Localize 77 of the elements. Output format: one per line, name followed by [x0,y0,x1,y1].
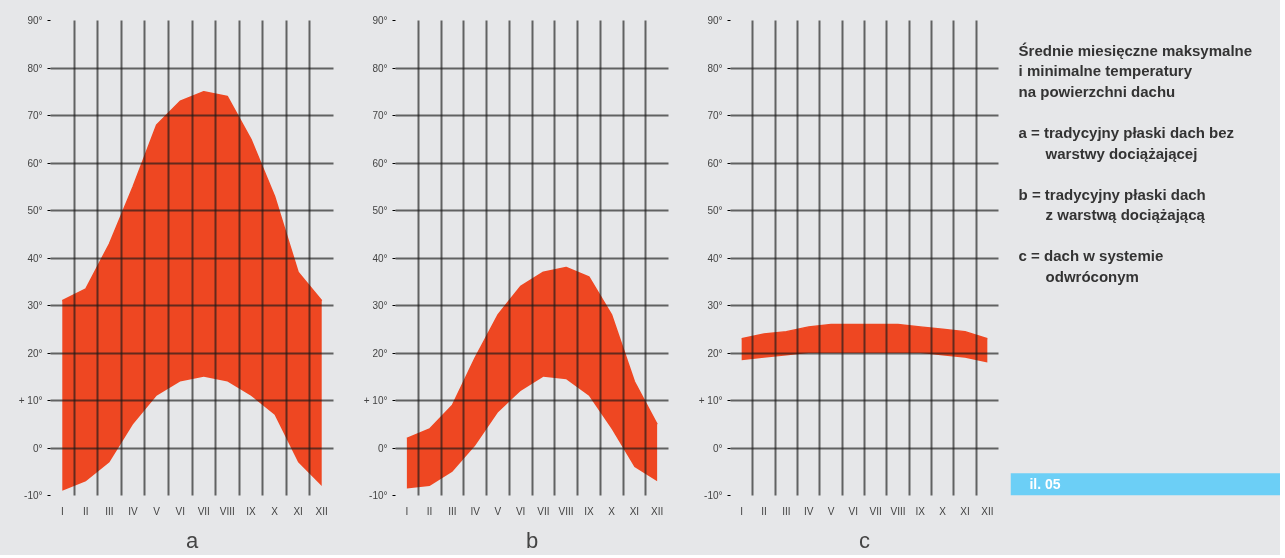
y-tick-label: 50° [707,205,723,216]
x-tick-label: III [105,505,114,517]
text: b = tradycyjny płaski dach z warstwą dociążającą [1018,185,1206,224]
x-axis-title: c [859,527,870,553]
text: a = tradycyjny płaski dach bez warstwy dociążającej [1018,124,1235,162]
x-tick-label: IX [584,505,594,517]
y-tick-label: 70° [707,110,723,121]
y-tick-label: 80° [372,62,388,74]
y-tick-label: 70° [372,110,388,121]
y-tick-label: 20° [707,347,723,359]
y-tick-label: 40° [27,252,43,264]
y-tick-label: 90° [372,15,388,26]
x-tick-label: VII [537,505,550,517]
y-tick-label: 60° [707,157,723,169]
x-tick-label: VIII [219,505,235,517]
x-tick-label: VIII [890,505,906,517]
x-tick-label: VII [869,505,882,517]
y-tick-label: -10° [369,490,388,501]
y-tick-label: + 10° [18,395,43,406]
x-tick-label: IX [246,505,257,517]
y-tick-label: 0° [377,442,388,454]
x-tick-label: XII [315,505,328,517]
y-tick-label: 40° [372,252,388,264]
y-tick-label: + 10° [363,395,388,406]
x-tick-label: III [448,505,457,517]
x-tick-label: VI [515,505,526,517]
x-tick-label: IV [803,505,814,517]
x-tick-label: VI [175,505,185,517]
y-tick-label: 50° [372,205,388,216]
x-tick-label: XI [629,505,640,517]
x-tick-label: X [939,505,947,517]
y-tick-label: 90° [707,15,723,26]
y-tick-label: 50° [27,205,43,216]
y-tick-label: 60° [27,157,43,169]
x-tick-label: IV [470,505,481,517]
x-tick-label: II [761,505,767,517]
y-tick-label: 20° [372,347,388,359]
x-tick-label: XII [651,505,664,517]
x-tick-label: VII [197,505,210,517]
x-tick-label: XII [981,505,994,517]
x-axis-title: b [525,527,539,553]
y-tick-label: -10° [24,490,43,501]
x-axis-title: a [185,527,199,553]
x-tick-label: I [60,505,64,517]
y-tick-label: 80° [707,62,723,74]
y-tick-label: 30° [372,300,388,311]
y-tick-label: + 10° [698,395,723,406]
y-tick-label: 0° [712,442,723,454]
text: il. 05 [1029,476,1061,493]
x-tick-label: V [153,505,161,517]
x-tick-label: IV [128,505,139,517]
x-tick-label: II [83,505,89,517]
y-tick-label: 70° [27,110,43,121]
y-tick-label: 80° [27,62,43,74]
y-tick-label: 30° [707,300,723,311]
x-tick-label: VI [848,505,859,517]
y-tick-label: 0° [32,442,43,454]
x-tick-label: II [426,505,433,517]
x-tick-label: X [608,505,616,517]
y-tick-label: 40° [707,252,723,264]
text: Średnie miesięczne maksymalne i minimalne temperatury na powierzchni dachu [1018,41,1253,100]
x-tick-label: X [271,505,279,517]
y-tick-label: 30° [27,300,43,311]
x-tick-label: V [494,505,502,517]
x-tick-label: VIII [558,505,574,517]
y-tick-label: 60° [372,157,388,169]
text: c = dach w systemie odwróconym [1018,247,1164,285]
x-tick-label: V [827,505,835,517]
y-tick-label: 90° [27,15,43,26]
x-tick-label: I [405,505,409,517]
x-tick-label: XI [293,505,303,517]
y-tick-label: 20° [27,347,43,359]
x-tick-label: III [782,505,791,517]
x-tick-label: I [740,505,744,517]
x-tick-label: IX [915,505,926,517]
y-tick-label: -10° [704,490,723,501]
x-tick-label: XI [960,505,970,517]
